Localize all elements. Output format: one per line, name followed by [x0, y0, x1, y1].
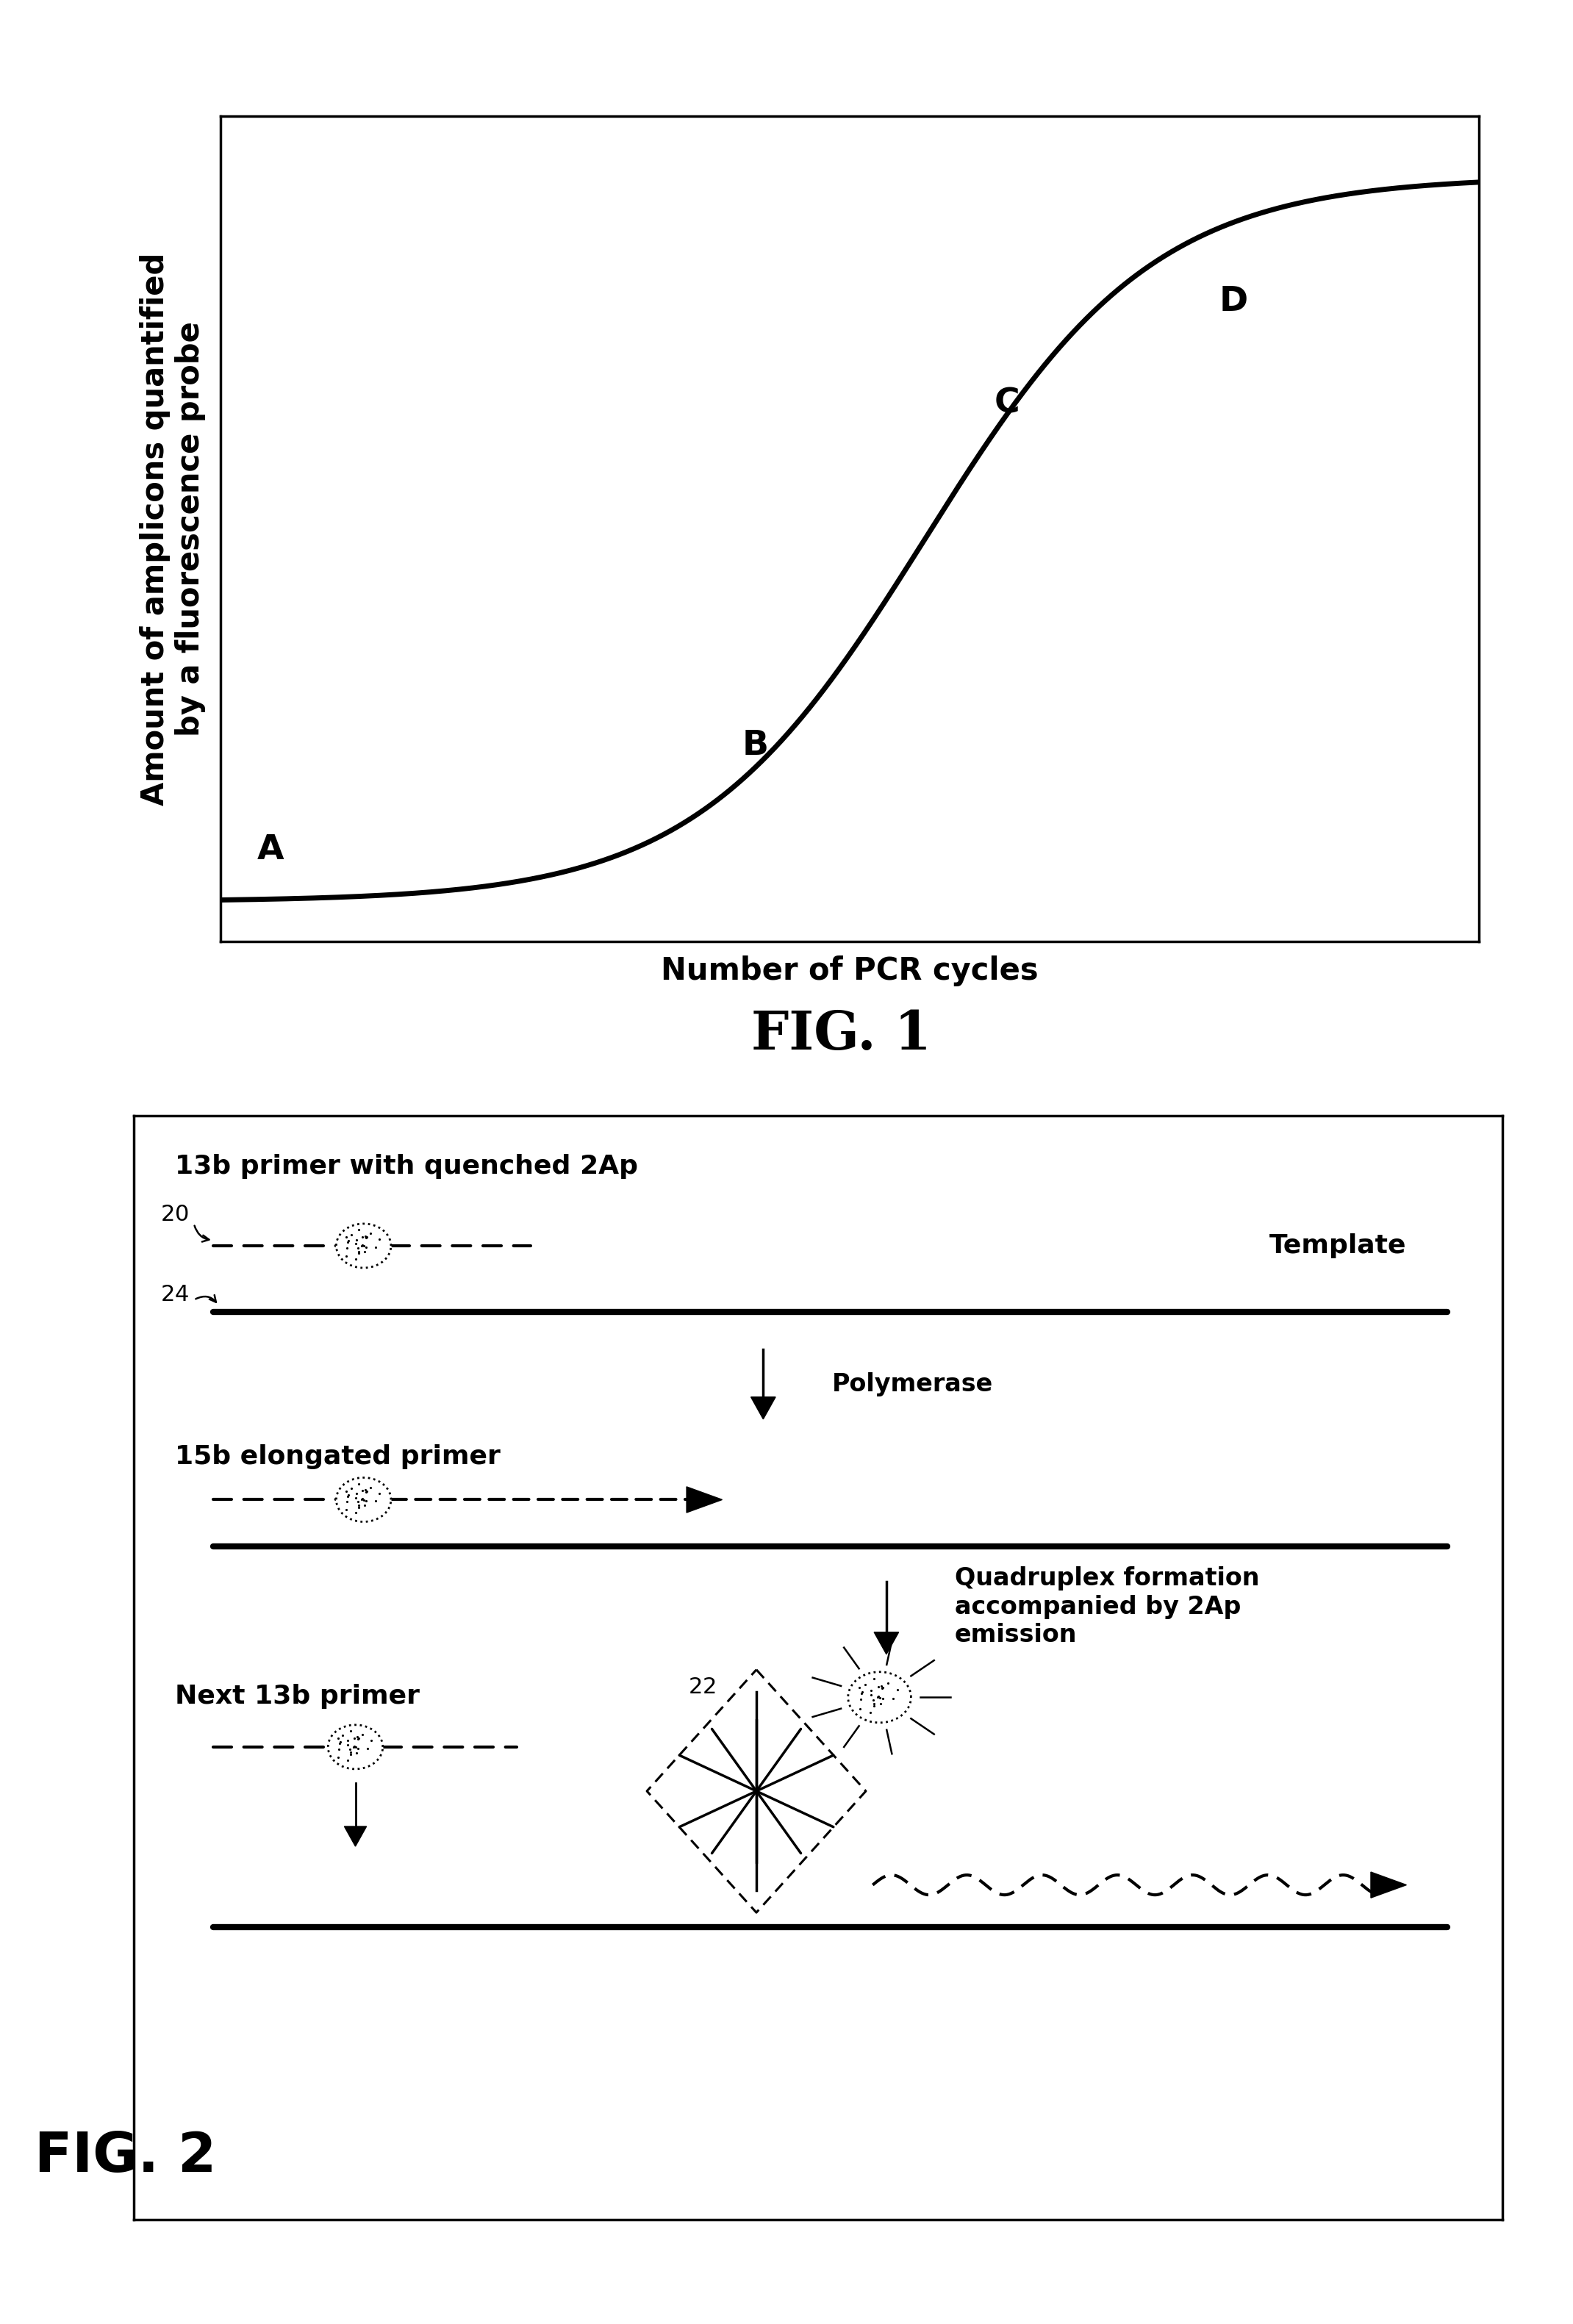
Text: $\mathit{20}$: $\mathit{20}$ [160, 1204, 189, 1225]
Text: FIG. 2: FIG. 2 [35, 2129, 217, 2185]
Circle shape [337, 1478, 392, 1522]
Text: $\mathit{24}$: $\mathit{24}$ [160, 1283, 189, 1306]
Polygon shape [750, 1397, 775, 1420]
Text: 13b primer with quenched 2Ap: 13b primer with quenched 2Ap [175, 1155, 637, 1178]
Circle shape [337, 1225, 392, 1269]
Text: $\mathit{22}$: $\mathit{22}$ [687, 1676, 716, 1699]
Circle shape [848, 1671, 911, 1722]
Text: Polymerase: Polymerase [832, 1371, 993, 1397]
Text: A: A [256, 832, 285, 867]
Text: B: B [742, 730, 768, 762]
X-axis label: Number of PCR cycles: Number of PCR cycles [661, 955, 1038, 985]
Text: Template: Template [1269, 1234, 1406, 1257]
Text: C: C [994, 386, 1019, 421]
Text: D: D [1219, 286, 1247, 318]
Text: FIG. 1: FIG. 1 [752, 1009, 931, 1060]
Text: Next 13b primer: Next 13b primer [175, 1685, 420, 1708]
Polygon shape [1370, 1873, 1406, 1899]
Polygon shape [686, 1487, 722, 1513]
Text: Quadruplex formation
accompanied by 2Ap
emission: Quadruplex formation accompanied by 2Ap … [955, 1566, 1260, 1648]
Polygon shape [344, 1827, 367, 1845]
Text: 15b elongated primer: 15b elongated primer [175, 1446, 500, 1469]
Circle shape [329, 1724, 382, 1769]
Polygon shape [875, 1631, 898, 1655]
Y-axis label: Amount of amplicons quantified
by a fluorescence probe: Amount of amplicons quantified by a fluo… [140, 253, 206, 804]
